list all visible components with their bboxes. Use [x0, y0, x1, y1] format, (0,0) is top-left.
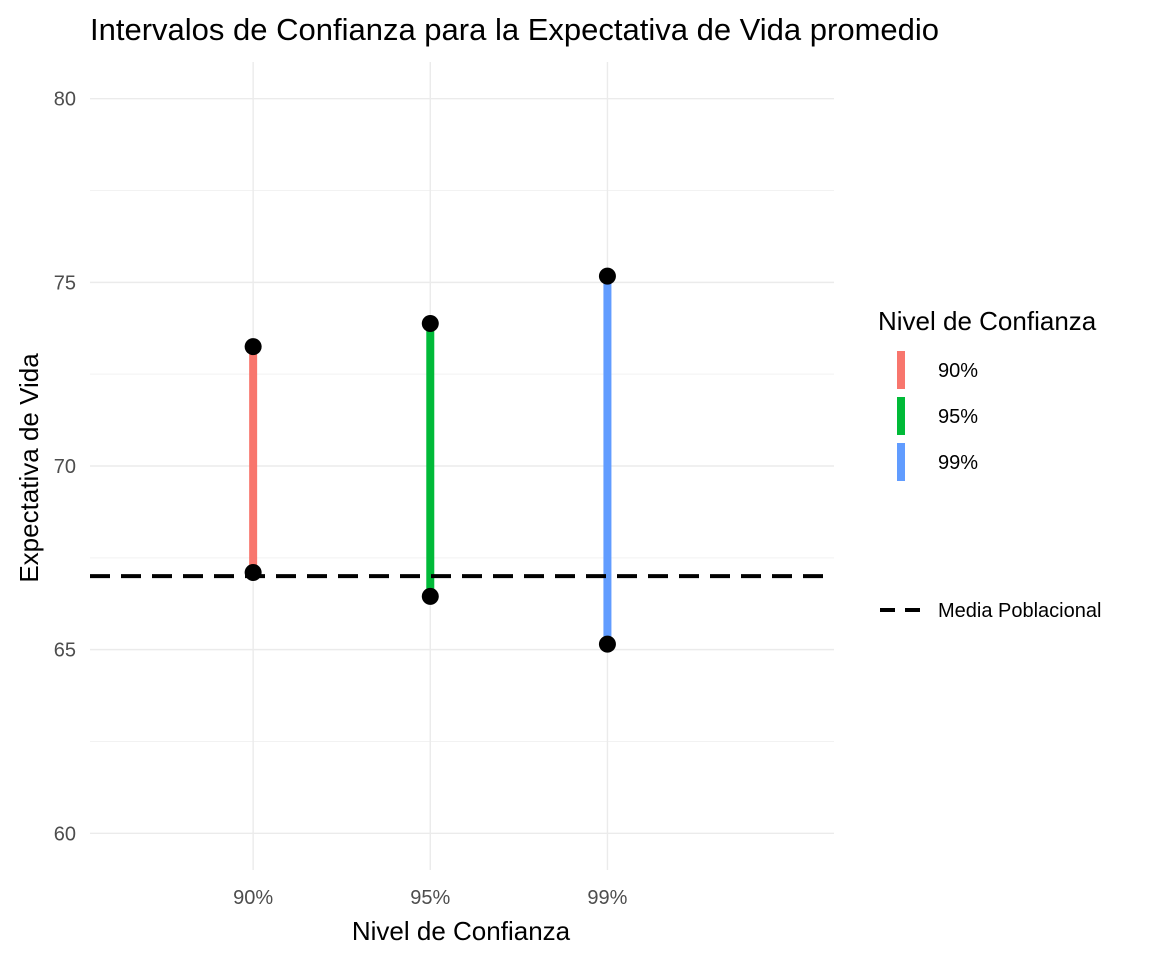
y-axis-ticks: 60 65 70 75 80	[54, 89, 76, 846]
plot-grid	[90, 62, 834, 870]
legend-reference-line: Media Poblacional	[880, 600, 1101, 622]
y-tick-label: 75	[54, 272, 76, 294]
interval-endpoint	[421, 587, 439, 605]
legend-title: Nivel de Confianza	[878, 306, 1097, 336]
legend-label: 95%	[938, 406, 978, 428]
legend-key	[897, 397, 905, 435]
interval-endpoints	[244, 267, 616, 653]
interval-endpoint	[244, 564, 262, 582]
y-tick-label: 60	[54, 823, 76, 845]
y-tick-label: 80	[54, 89, 76, 111]
legend-key	[897, 443, 905, 481]
interval-bars	[249, 276, 612, 645]
legend-label: 99%	[938, 452, 978, 474]
legend-key	[897, 351, 905, 389]
y-axis-title: Expectativa de Vida	[14, 353, 44, 583]
x-axis-title: Nivel de Confianza	[352, 916, 571, 946]
legend-label: 90%	[938, 360, 978, 382]
interval-endpoint	[421, 314, 439, 332]
legend-line-label: Media Poblacional	[938, 600, 1101, 622]
x-axis-ticks: 90% 95% 99%	[233, 887, 628, 909]
y-tick-label: 70	[54, 456, 76, 478]
x-tick-label: 95%	[410, 887, 450, 909]
interval-endpoint	[598, 635, 616, 653]
interval-endpoint	[244, 338, 262, 356]
interval-endpoint	[598, 267, 616, 285]
chart-title: Intervalos de Confianza para la Expectat…	[90, 12, 939, 47]
legend-entries: 90% 95% 99%	[897, 351, 978, 481]
legend: Nivel de Confianza 90% 95% 99% Media Pobla…	[878, 306, 1101, 622]
x-tick-label: 99%	[587, 887, 627, 909]
y-tick-label: 65	[54, 640, 76, 662]
x-tick-label: 90%	[233, 887, 273, 909]
